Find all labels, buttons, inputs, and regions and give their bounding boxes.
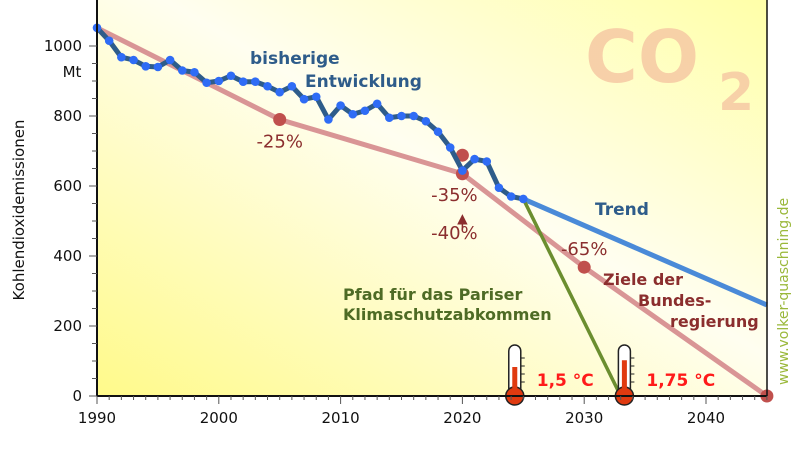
history-point [506,192,516,201]
history-point [458,166,467,175]
history-point [372,99,382,109]
target-label: -25% [256,132,303,153]
label-trend: Trend [595,200,649,220]
label-gov-3: regierung [670,312,759,331]
history-point [519,194,528,204]
y-tick-label: 1000 [44,37,82,55]
x-tick-label: 1990 [78,409,116,427]
y-tick-label: 600 [53,177,82,195]
target-point [455,148,469,162]
history-point [409,111,418,121]
history-point [263,81,272,91]
co2-watermark: CO [585,15,699,99]
history-point [104,36,114,46]
y-tick-label: 0 [72,387,82,405]
history-point [129,55,138,65]
history-point [177,66,187,75]
target-label: -35% [431,185,478,206]
history-point [385,113,394,123]
history-point [397,111,406,121]
co2-watermark-subscript: 2 [718,63,754,123]
website-watermark: www.volker-quaschning.de [776,198,792,385]
history-point [165,55,175,65]
history-point [299,94,309,104]
history-point [117,52,126,62]
history-point [153,62,163,72]
label-gov-2: Bundes- [638,291,711,310]
arrow-up-icon [457,214,468,230]
x-tick-label: 2040 [687,409,725,427]
history-point [470,154,479,164]
thermometer-label: 1,5 °C [537,371,594,391]
history-point [238,77,248,86]
target-label: -65% [561,239,608,260]
history-point [348,109,358,119]
thermometer-icon: 1,5 °C [505,344,594,406]
y-tick-label: 800 [53,107,82,125]
y-tick-label: 200 [53,317,82,335]
history-point [251,77,260,86]
x-tick-label: 2000 [200,409,238,427]
history-point [311,92,321,102]
history-point [421,116,431,126]
history-point [336,101,345,110]
label-paris-2: Klimaschutzabkommen [343,305,552,324]
target-point [273,113,287,126]
history-point [190,67,199,77]
series-line-trend [522,196,768,308]
label-gov-1: Ziele der [603,270,683,289]
thermometer-level [621,360,627,394]
target-label: -40% [431,223,478,244]
label-paris-1: Pfad für das Pariser [343,285,523,304]
thermometer-label: 1,75 °C [646,371,715,391]
series-line-paris-path [521,198,623,397]
y-axis-unit: Mt [63,63,82,81]
thermometer-icon: 1,75 °C [614,344,715,406]
history-point [482,157,492,166]
x-tick-label: 2010 [322,409,360,427]
target-point [577,260,591,274]
x-tick-label: 2030 [565,409,603,427]
label-history-1: bisherige [250,49,340,69]
history-point [214,76,224,86]
y-tick-label: 400 [53,247,82,265]
history-point [324,115,333,124]
history-point [275,87,285,97]
history-point [226,71,236,81]
history-point [494,183,504,193]
history-point [141,62,151,71]
history-point [433,127,443,137]
history-point [445,143,455,152]
label-history-2: Entwicklung [305,72,422,92]
plot-area [97,0,767,396]
x-tick-label: 2020 [443,409,481,427]
history-point [202,78,211,88]
history-point [287,81,297,91]
thermometer-level [512,367,518,394]
y-axis-label: Kohlendioxidemissionen [10,120,28,301]
history-point [360,106,370,116]
